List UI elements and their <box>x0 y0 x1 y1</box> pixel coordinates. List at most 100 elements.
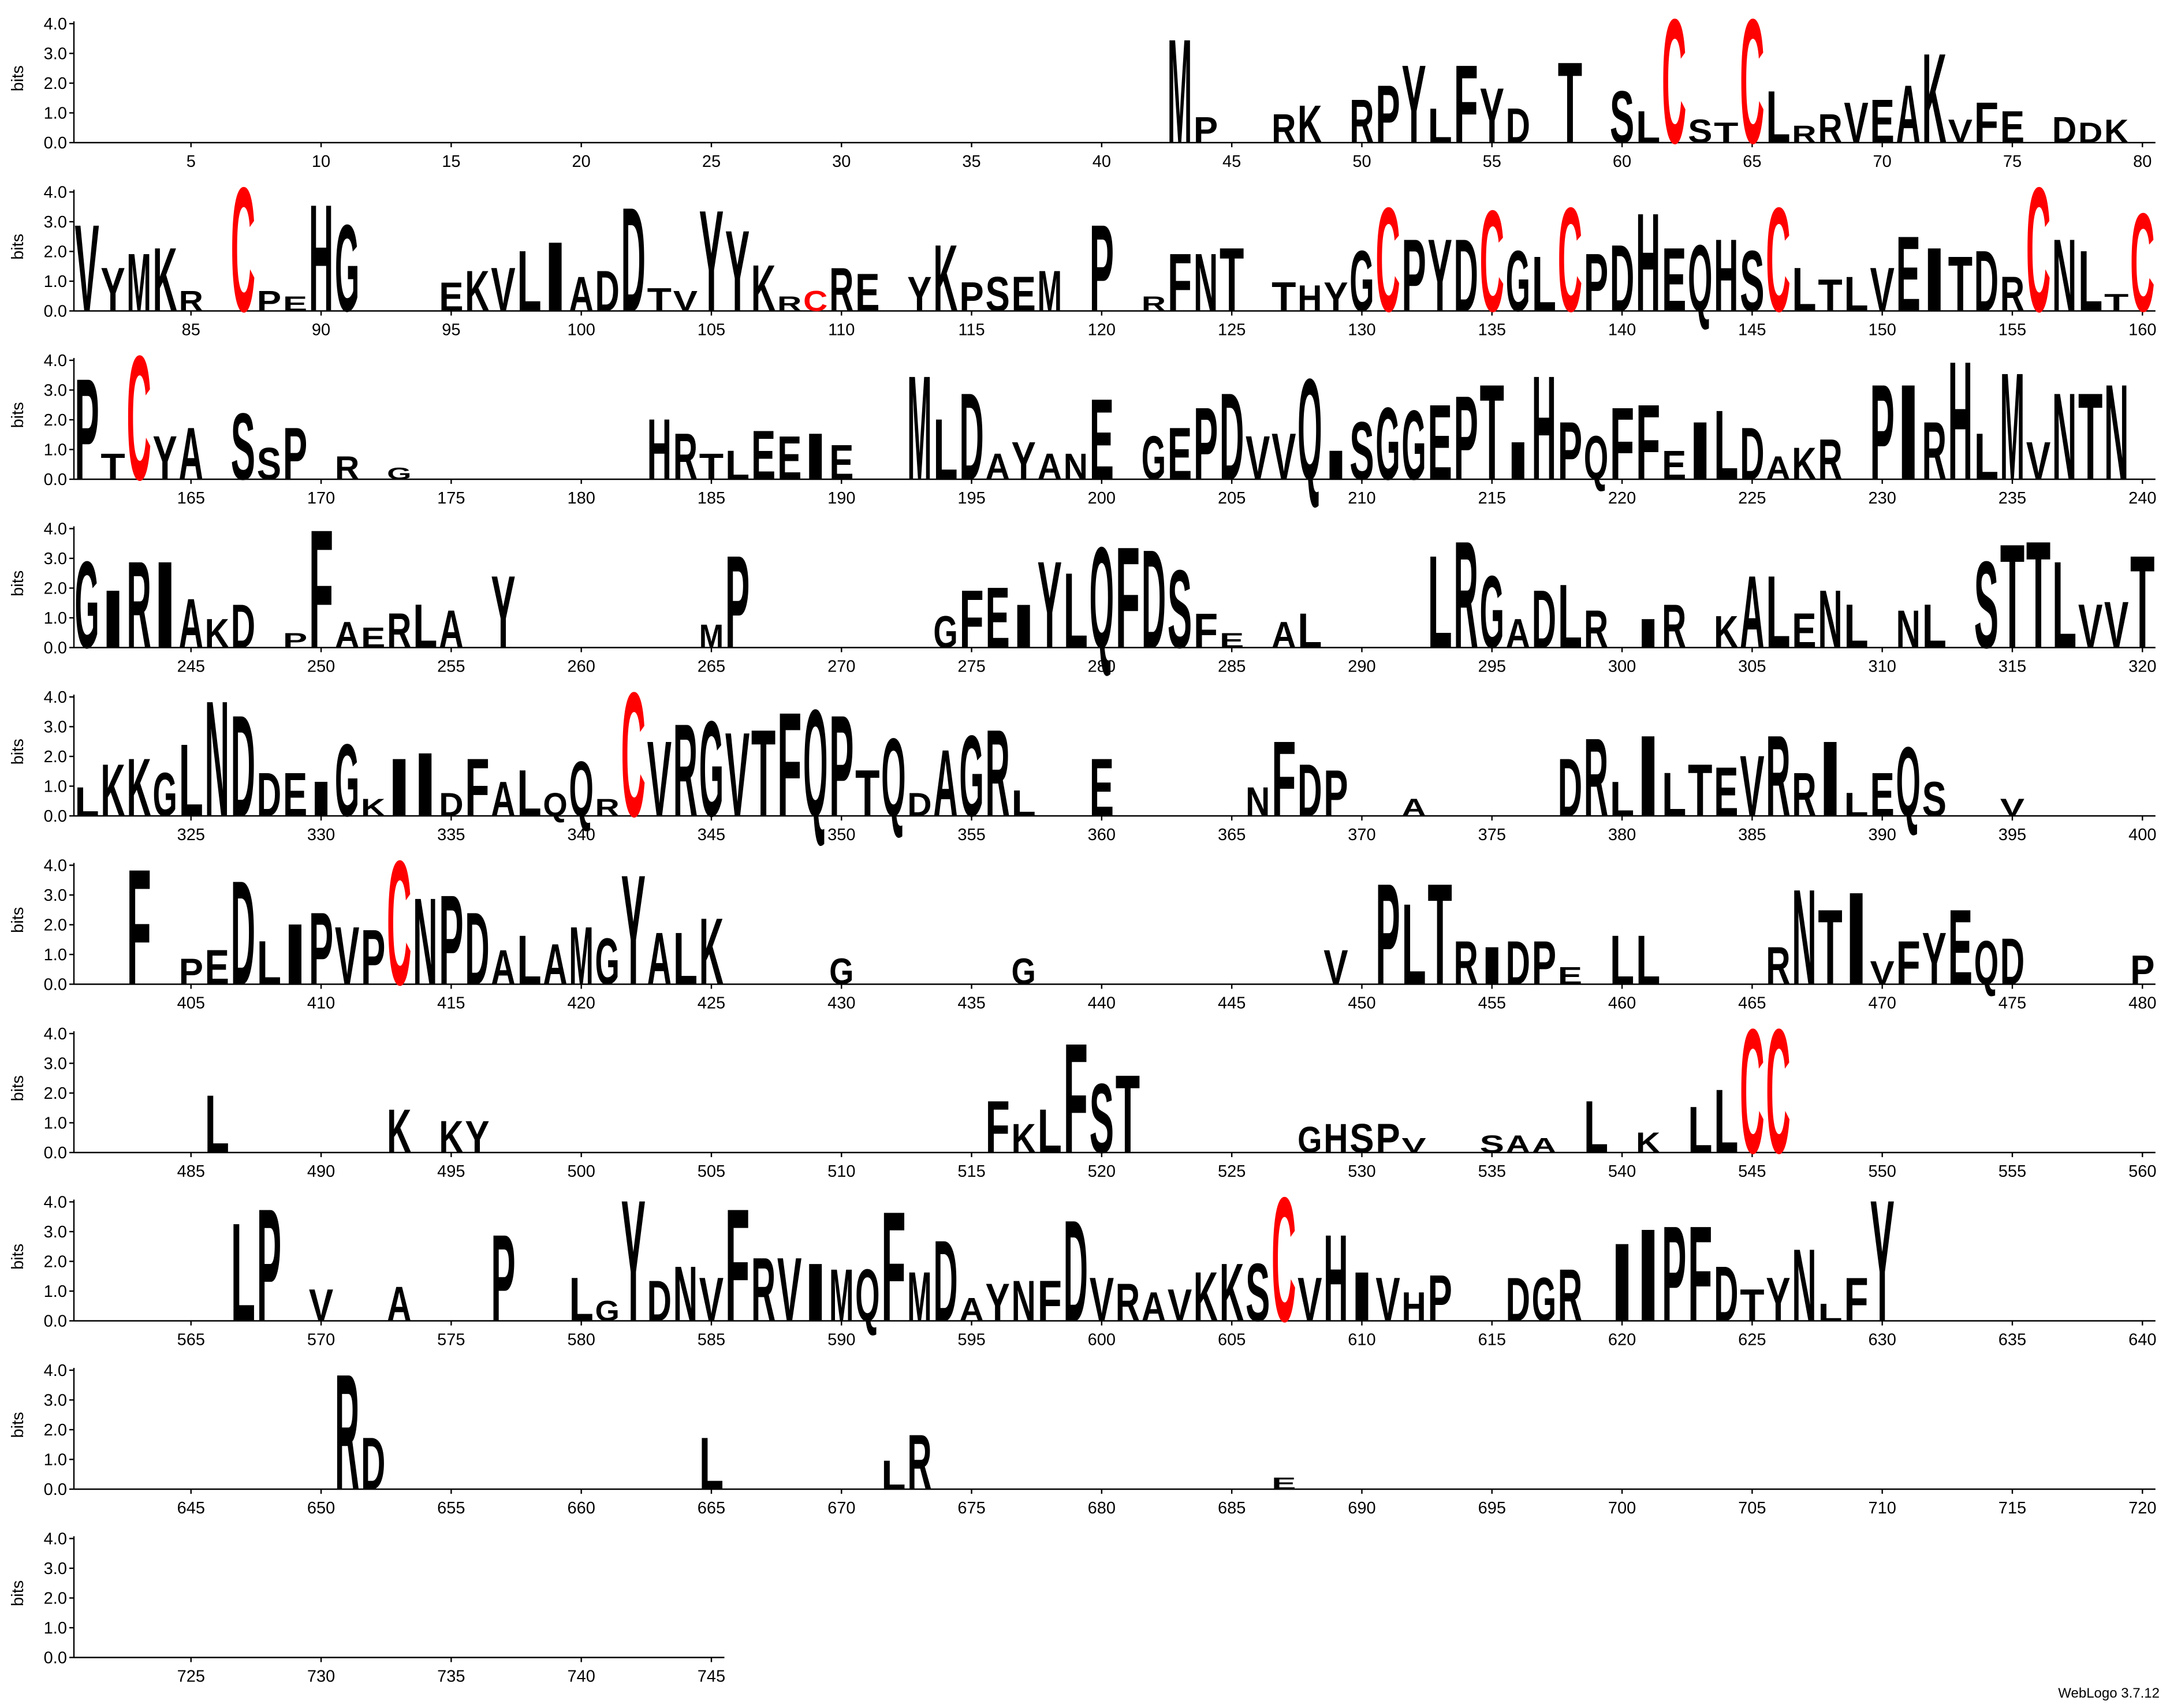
y-tick-label: 3.0 <box>44 1560 67 1578</box>
logo-letter: S <box>1090 1063 1114 1174</box>
y-tick-label: 0.0 <box>44 471 67 489</box>
x-tick-label: 570 <box>307 1331 335 1349</box>
logo-letter: T <box>1558 38 1582 167</box>
logo-letter: F <box>1064 1012 1088 1187</box>
logo-letter: R <box>335 450 359 487</box>
logo-letter: Y <box>621 1164 646 1358</box>
logo-letter: V <box>673 285 698 317</box>
logo-letter: F <box>1636 382 1660 502</box>
logo-letter: C <box>1740 0 1764 181</box>
logo-letter: L <box>517 233 541 330</box>
logo-letter: A <box>1142 1284 1166 1330</box>
x-tick-label: 195 <box>957 489 985 508</box>
logo-letter: K <box>126 741 151 834</box>
y-tick-label: 4.0 <box>44 352 67 370</box>
x-tick-label: 135 <box>1478 321 1506 340</box>
logo-letter: F <box>1896 928 1921 997</box>
logo-letter: V <box>1090 1265 1114 1334</box>
logo-letter: G <box>595 924 620 998</box>
logo-letter: C <box>231 151 255 349</box>
y-axis-label: bits <box>9 65 27 91</box>
logo-letter: L <box>257 928 281 997</box>
y-tick-label: 2.0 <box>44 1589 67 1608</box>
x-tick-label: 710 <box>1868 1499 1896 1517</box>
x-tick-label: 170 <box>307 489 335 508</box>
logo-letter: V <box>1844 91 1869 155</box>
logo-letter: S <box>1922 771 1947 827</box>
x-tick-label: 65 <box>1743 152 1761 171</box>
logo-letter: Y <box>621 843 646 1018</box>
y-tick-label: 4.0 <box>44 15 67 33</box>
logo-letter: P <box>257 1176 281 1356</box>
logo-letter: D <box>1220 367 1244 506</box>
x-tick-label: 175 <box>437 489 465 508</box>
y-tick-label: 0.0 <box>44 1144 67 1162</box>
logo-letter: V <box>2000 794 2024 822</box>
x-tick-label: 680 <box>1088 1499 1116 1517</box>
logo-letter: E <box>283 760 307 829</box>
logo-letter: D <box>907 786 931 823</box>
logo-letter: R <box>126 536 151 674</box>
logo-letter: L <box>517 920 541 1000</box>
logo-letter: P <box>959 274 983 320</box>
logo-letter: K <box>1636 1126 1660 1158</box>
logo-letter: V <box>491 255 515 324</box>
x-tick-label: 460 <box>1608 994 1636 1013</box>
logo-letter: V <box>335 910 359 1002</box>
logo-letter: S <box>985 266 1009 322</box>
x-tick-label: 655 <box>437 1499 465 1517</box>
x-tick-label: 475 <box>1999 994 2026 1013</box>
x-tick-label: 665 <box>698 1499 725 1517</box>
logo-letter: R <box>1792 760 1816 829</box>
logo-letter: R <box>829 255 853 324</box>
logo-letter: Y <box>907 266 931 322</box>
logo-letter: D <box>2052 109 2076 151</box>
logo-letter: L <box>1427 528 1452 676</box>
logo-letter: V <box>777 1239 801 1340</box>
logo-letter: L <box>1766 76 1790 159</box>
x-tick-label: 625 <box>1738 1331 1766 1349</box>
logo-letter: Y <box>1766 1265 1790 1334</box>
logo-letter: S <box>1349 1116 1374 1162</box>
logo-letter: D <box>647 1269 672 1333</box>
logo-letter: I <box>283 906 307 1003</box>
logo-letter: E <box>1792 603 1816 658</box>
logo-letter: I <box>803 420 827 494</box>
logo-letter: P <box>1662 1198 1686 1350</box>
logo-letter: K <box>1194 1257 1218 1336</box>
logo-letter: G <box>1480 554 1504 670</box>
logo-letter: Q <box>803 678 827 849</box>
logo-letter: I <box>1844 865 1868 1012</box>
y-tick-label: 1.0 <box>44 1114 67 1132</box>
x-tick-label: 630 <box>1868 1331 1896 1349</box>
x-tick-label: 610 <box>1348 1331 1375 1349</box>
y-tick-label: 2.0 <box>44 916 67 934</box>
logo-letter: P <box>1870 357 1894 509</box>
x-tick-label: 265 <box>698 658 725 676</box>
logo-letter: Q <box>855 1254 879 1337</box>
logo-letter: Q <box>1090 517 1114 679</box>
logo-letter: L <box>413 591 437 661</box>
logo-letter: D <box>439 786 463 823</box>
logo-letter: V <box>74 199 99 338</box>
logo-letter: L <box>1662 760 1686 829</box>
x-tick-label: 200 <box>1088 489 1116 508</box>
logo-letter: Y <box>699 181 724 342</box>
x-tick-label: 115 <box>958 321 985 340</box>
x-tick-label: 240 <box>2128 489 2156 508</box>
logo-letter: A <box>179 413 203 495</box>
logo-letter: D <box>1558 741 1582 834</box>
x-tick-label: 370 <box>1348 826 1375 844</box>
y-tick-label: 3.0 <box>44 381 67 400</box>
x-tick-label: 375 <box>1478 826 1506 844</box>
x-tick-label: 545 <box>1738 1162 1766 1181</box>
x-tick-label: 405 <box>177 994 205 1013</box>
logo-letter: V <box>647 719 672 839</box>
y-tick-label: 1.0 <box>44 441 67 459</box>
logo-letter: T <box>855 756 879 830</box>
logo-letter: N <box>1818 573 1842 666</box>
logo-letter: E <box>855 263 879 323</box>
y-tick-label: 2.0 <box>44 74 67 93</box>
x-tick-label: 605 <box>1218 1331 1246 1349</box>
x-tick-label: 685 <box>1218 1499 1246 1517</box>
